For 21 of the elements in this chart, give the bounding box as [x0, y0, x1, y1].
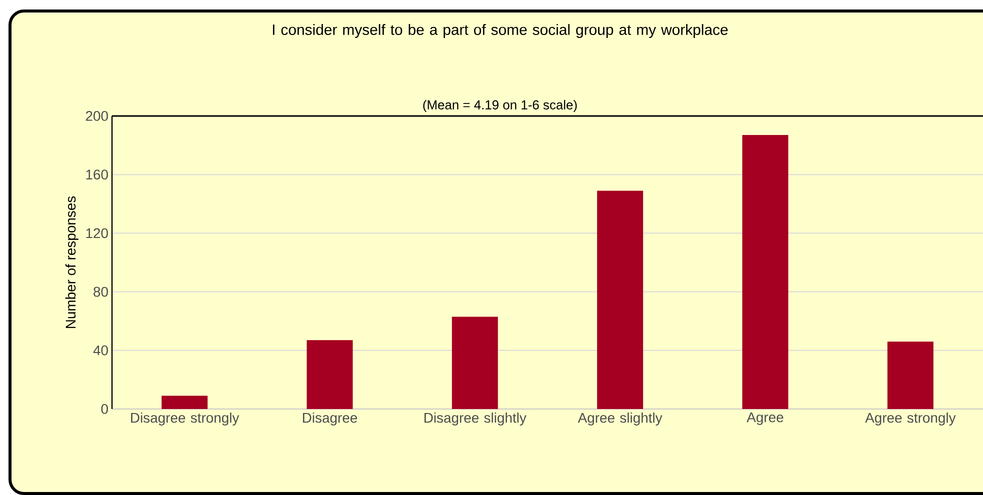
chart-subtitle: (Mean = 4.19 on 1-6 scale) — [423, 100, 577, 112]
x-tick-label: Agree — [746, 412, 784, 425]
x-tick-label: Agree strongly — [865, 412, 956, 426]
y-axis-title: Number of responses — [65, 196, 78, 328]
y-tick-label: 0 — [101, 404, 108, 414]
bar — [452, 316, 498, 409]
bar — [162, 396, 208, 409]
chart-title: I consider myself to be a part of some social group at my workplace — [272, 24, 728, 38]
bar — [597, 190, 644, 409]
x-tick-label: Disagree strongly — [131, 412, 240, 426]
bar — [306, 340, 353, 409]
bar — [887, 342, 934, 409]
x-tick-label: Agree slightly — [578, 412, 662, 426]
y-tick-label: 80 — [94, 286, 108, 297]
x-tick-label: Disagree slightly — [424, 412, 526, 426]
y-tick-label: 160 — [86, 170, 108, 180]
y-tick-label: 40 — [93, 345, 108, 356]
x-tick-label: Disagree — [302, 412, 358, 426]
bar — [742, 135, 788, 409]
y-tick-label: 200 — [86, 111, 108, 121]
y-tick-label: 120 — [86, 228, 108, 238]
